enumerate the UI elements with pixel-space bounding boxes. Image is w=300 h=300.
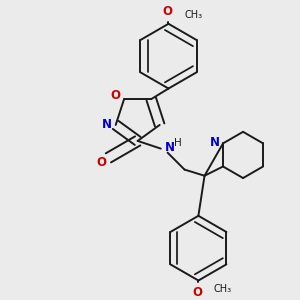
Text: N: N xyxy=(164,141,175,154)
Text: CH₃: CH₃ xyxy=(184,11,202,20)
Text: O: O xyxy=(111,89,121,102)
Text: CH₃: CH₃ xyxy=(213,284,231,294)
Text: H: H xyxy=(174,138,182,148)
Text: O: O xyxy=(97,156,106,169)
Text: O: O xyxy=(163,5,172,18)
Text: O: O xyxy=(193,286,202,299)
Text: N: N xyxy=(101,118,111,131)
Text: N: N xyxy=(210,136,220,149)
